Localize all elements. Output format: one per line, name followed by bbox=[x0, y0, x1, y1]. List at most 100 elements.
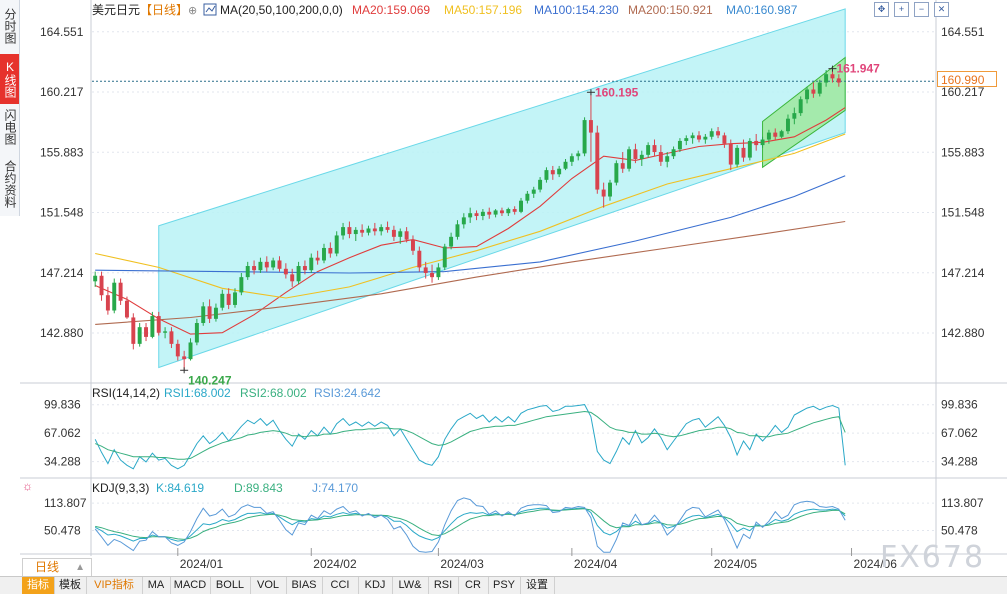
indicator-tab-8[interactable]: CCI bbox=[322, 577, 359, 594]
indicator-tab-10[interactable]: LW& bbox=[392, 577, 429, 594]
candle bbox=[182, 350, 187, 371]
y-tick-left: 160.217 bbox=[40, 85, 84, 99]
candle-body bbox=[194, 323, 199, 343]
candle bbox=[766, 129, 771, 144]
candle bbox=[411, 235, 415, 255]
candle-body bbox=[595, 132, 600, 190]
candle bbox=[175, 339, 180, 361]
candle-body bbox=[277, 260, 282, 269]
candle bbox=[792, 107, 797, 125]
kdj-settings-icon[interactable]: ☼ bbox=[22, 479, 33, 493]
candle bbox=[747, 138, 752, 161]
candle-body bbox=[538, 179, 543, 190]
candle-body bbox=[315, 257, 320, 261]
indicator-tab-14[interactable]: 设置 bbox=[520, 577, 555, 594]
candle bbox=[341, 222, 346, 240]
zoom-out-icon[interactable]: − bbox=[914, 2, 929, 17]
candle-body bbox=[525, 193, 530, 201]
marker-label: 140.247 bbox=[188, 373, 232, 387]
indicator-tab-11[interactable]: RSI bbox=[428, 577, 459, 594]
candle bbox=[805, 86, 810, 104]
candle bbox=[379, 224, 384, 236]
candle-body bbox=[252, 266, 257, 271]
indicator-tab-7[interactable]: BIAS bbox=[286, 577, 323, 594]
candle-body bbox=[557, 168, 562, 175]
indicator-tab-4[interactable]: MACD bbox=[170, 577, 211, 594]
candle bbox=[309, 253, 314, 273]
candle bbox=[499, 207, 504, 216]
candle-body bbox=[423, 267, 428, 273]
candle-body bbox=[665, 156, 670, 162]
candle-body bbox=[188, 342, 193, 360]
candle bbox=[627, 146, 632, 172]
indicator-tab-13[interactable]: PSY bbox=[488, 577, 521, 594]
kdj-d-value: D:89.843 bbox=[234, 481, 283, 495]
side-tab-contract-info[interactable]: 合约资料 bbox=[3, 160, 17, 208]
candle bbox=[455, 220, 460, 240]
candle-body bbox=[105, 295, 110, 311]
kdj-line-k bbox=[94, 507, 846, 542]
y-tick-left: 164.551 bbox=[40, 25, 84, 39]
candle bbox=[480, 209, 485, 221]
candle bbox=[213, 303, 218, 322]
ma100-value: MA100:154.230 bbox=[534, 3, 619, 17]
chart-area: 164.551 164.551 160.217 160.217 155.883 155.8… bbox=[20, 0, 1007, 571]
indicator-tab-1[interactable]: 模板 bbox=[54, 577, 87, 594]
candle-body bbox=[735, 147, 740, 165]
indicator-tab-0[interactable]: 指标 bbox=[22, 577, 55, 594]
candle bbox=[436, 263, 441, 280]
candle-body bbox=[652, 145, 657, 153]
candle bbox=[652, 139, 657, 157]
indicator-tab-6[interactable]: VOL bbox=[250, 577, 287, 594]
candle bbox=[391, 225, 396, 242]
side-tab-timeshare[interactable]: 分时图 bbox=[3, 8, 17, 44]
candle-body bbox=[118, 282, 123, 301]
candle bbox=[544, 167, 549, 183]
indicator-tab-5[interactable]: BOLL bbox=[210, 577, 251, 594]
candle bbox=[531, 186, 536, 198]
y-tick-right: 164.551 bbox=[941, 25, 985, 39]
rsi-line-rsi1 bbox=[94, 404, 846, 470]
candle bbox=[525, 190, 530, 204]
candle-body bbox=[449, 236, 454, 247]
candle-body bbox=[207, 306, 212, 319]
candle bbox=[728, 139, 733, 171]
candle bbox=[347, 221, 352, 239]
y-tick-right: 99.836 bbox=[941, 398, 978, 412]
indicator-tab-3[interactable]: MA bbox=[142, 577, 171, 594]
candle bbox=[671, 146, 676, 159]
candle bbox=[741, 139, 746, 162]
candle-body bbox=[824, 74, 829, 83]
indicator-tab-12[interactable]: CR bbox=[458, 577, 489, 594]
period-selector[interactable]: 日线 ▲ bbox=[22, 558, 92, 577]
candle-body bbox=[436, 267, 441, 278]
candle-body bbox=[99, 275, 104, 296]
candle bbox=[302, 260, 307, 275]
candle-body bbox=[499, 210, 504, 214]
candle bbox=[105, 286, 110, 315]
candle bbox=[163, 327, 168, 339]
x-tick-label: 2024/03 bbox=[440, 557, 484, 571]
candle bbox=[684, 135, 689, 146]
candle bbox=[639, 150, 644, 166]
ma-line-ma200 bbox=[95, 220, 846, 325]
indicator-tab-2[interactable]: VIP指标 bbox=[86, 577, 143, 594]
candle bbox=[817, 79, 822, 97]
kdj-line-j bbox=[94, 497, 846, 553]
side-tab-lightning[interactable]: 闪电图 bbox=[3, 109, 17, 145]
add-indicator-icon[interactable]: ⊕ bbox=[188, 5, 197, 17]
candle-body bbox=[576, 153, 581, 157]
candle-body bbox=[296, 266, 301, 282]
candle-body bbox=[144, 327, 148, 337]
candle-body bbox=[455, 224, 460, 237]
indicator-tab-9[interactable]: KDJ bbox=[358, 577, 393, 594]
zoom-in-icon[interactable]: + bbox=[894, 2, 909, 17]
close-icon[interactable]: ✕ bbox=[934, 2, 949, 17]
candle-body bbox=[366, 228, 371, 233]
candle-body bbox=[531, 189, 536, 194]
candle bbox=[512, 206, 517, 215]
move-icon[interactable]: ✥ bbox=[874, 2, 889, 17]
side-tab-kline[interactable]: K线图 bbox=[0, 54, 19, 104]
y-tick-left: 151.548 bbox=[40, 206, 84, 220]
candle bbox=[226, 288, 231, 310]
